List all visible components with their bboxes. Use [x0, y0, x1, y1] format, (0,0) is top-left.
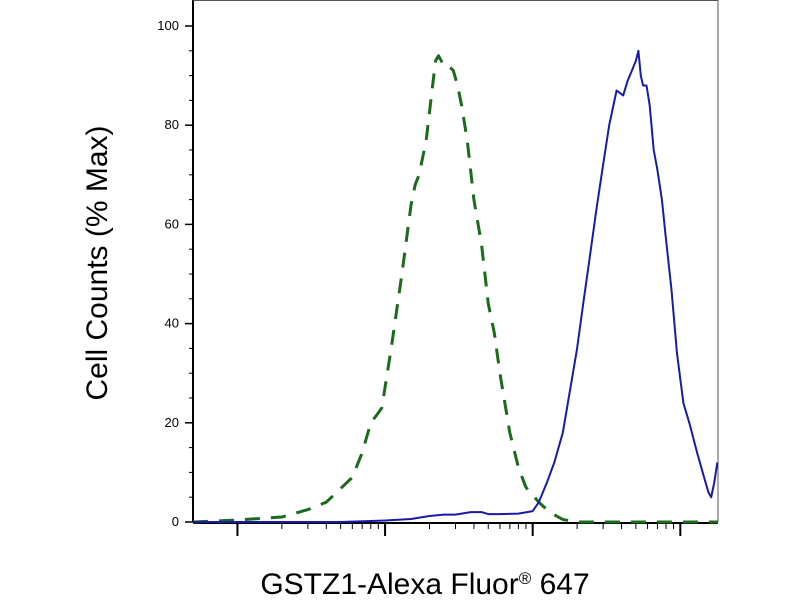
y-tick-label: 100 [157, 18, 179, 33]
x-axis-title-main: GSTZ1-Alexa Fluor [260, 568, 518, 600]
y-tick-label: 40 [165, 316, 179, 331]
x-axis-title-tail: 647 [531, 568, 589, 600]
y-tick-label: 0 [172, 514, 179, 529]
series-layer [192, 49, 719, 524]
isotype-control-histogram [192, 54, 718, 524]
y-tick-label: 80 [165, 117, 179, 132]
x-axis-title: GSTZ1-Alexa Fluor® 647 [260, 568, 589, 600]
y-axis-title: Cell Counts (% Max) [81, 125, 114, 400]
y-tick-label: 20 [165, 415, 179, 430]
y-axis: 0 20 40 60 80 100 [157, 18, 193, 529]
gstz1-stained-histogram [193, 49, 719, 523]
x-axis-title-registered-mark: ® [519, 569, 532, 588]
y-tick-label: 60 [165, 216, 179, 231]
x-axis [236, 523, 682, 536]
